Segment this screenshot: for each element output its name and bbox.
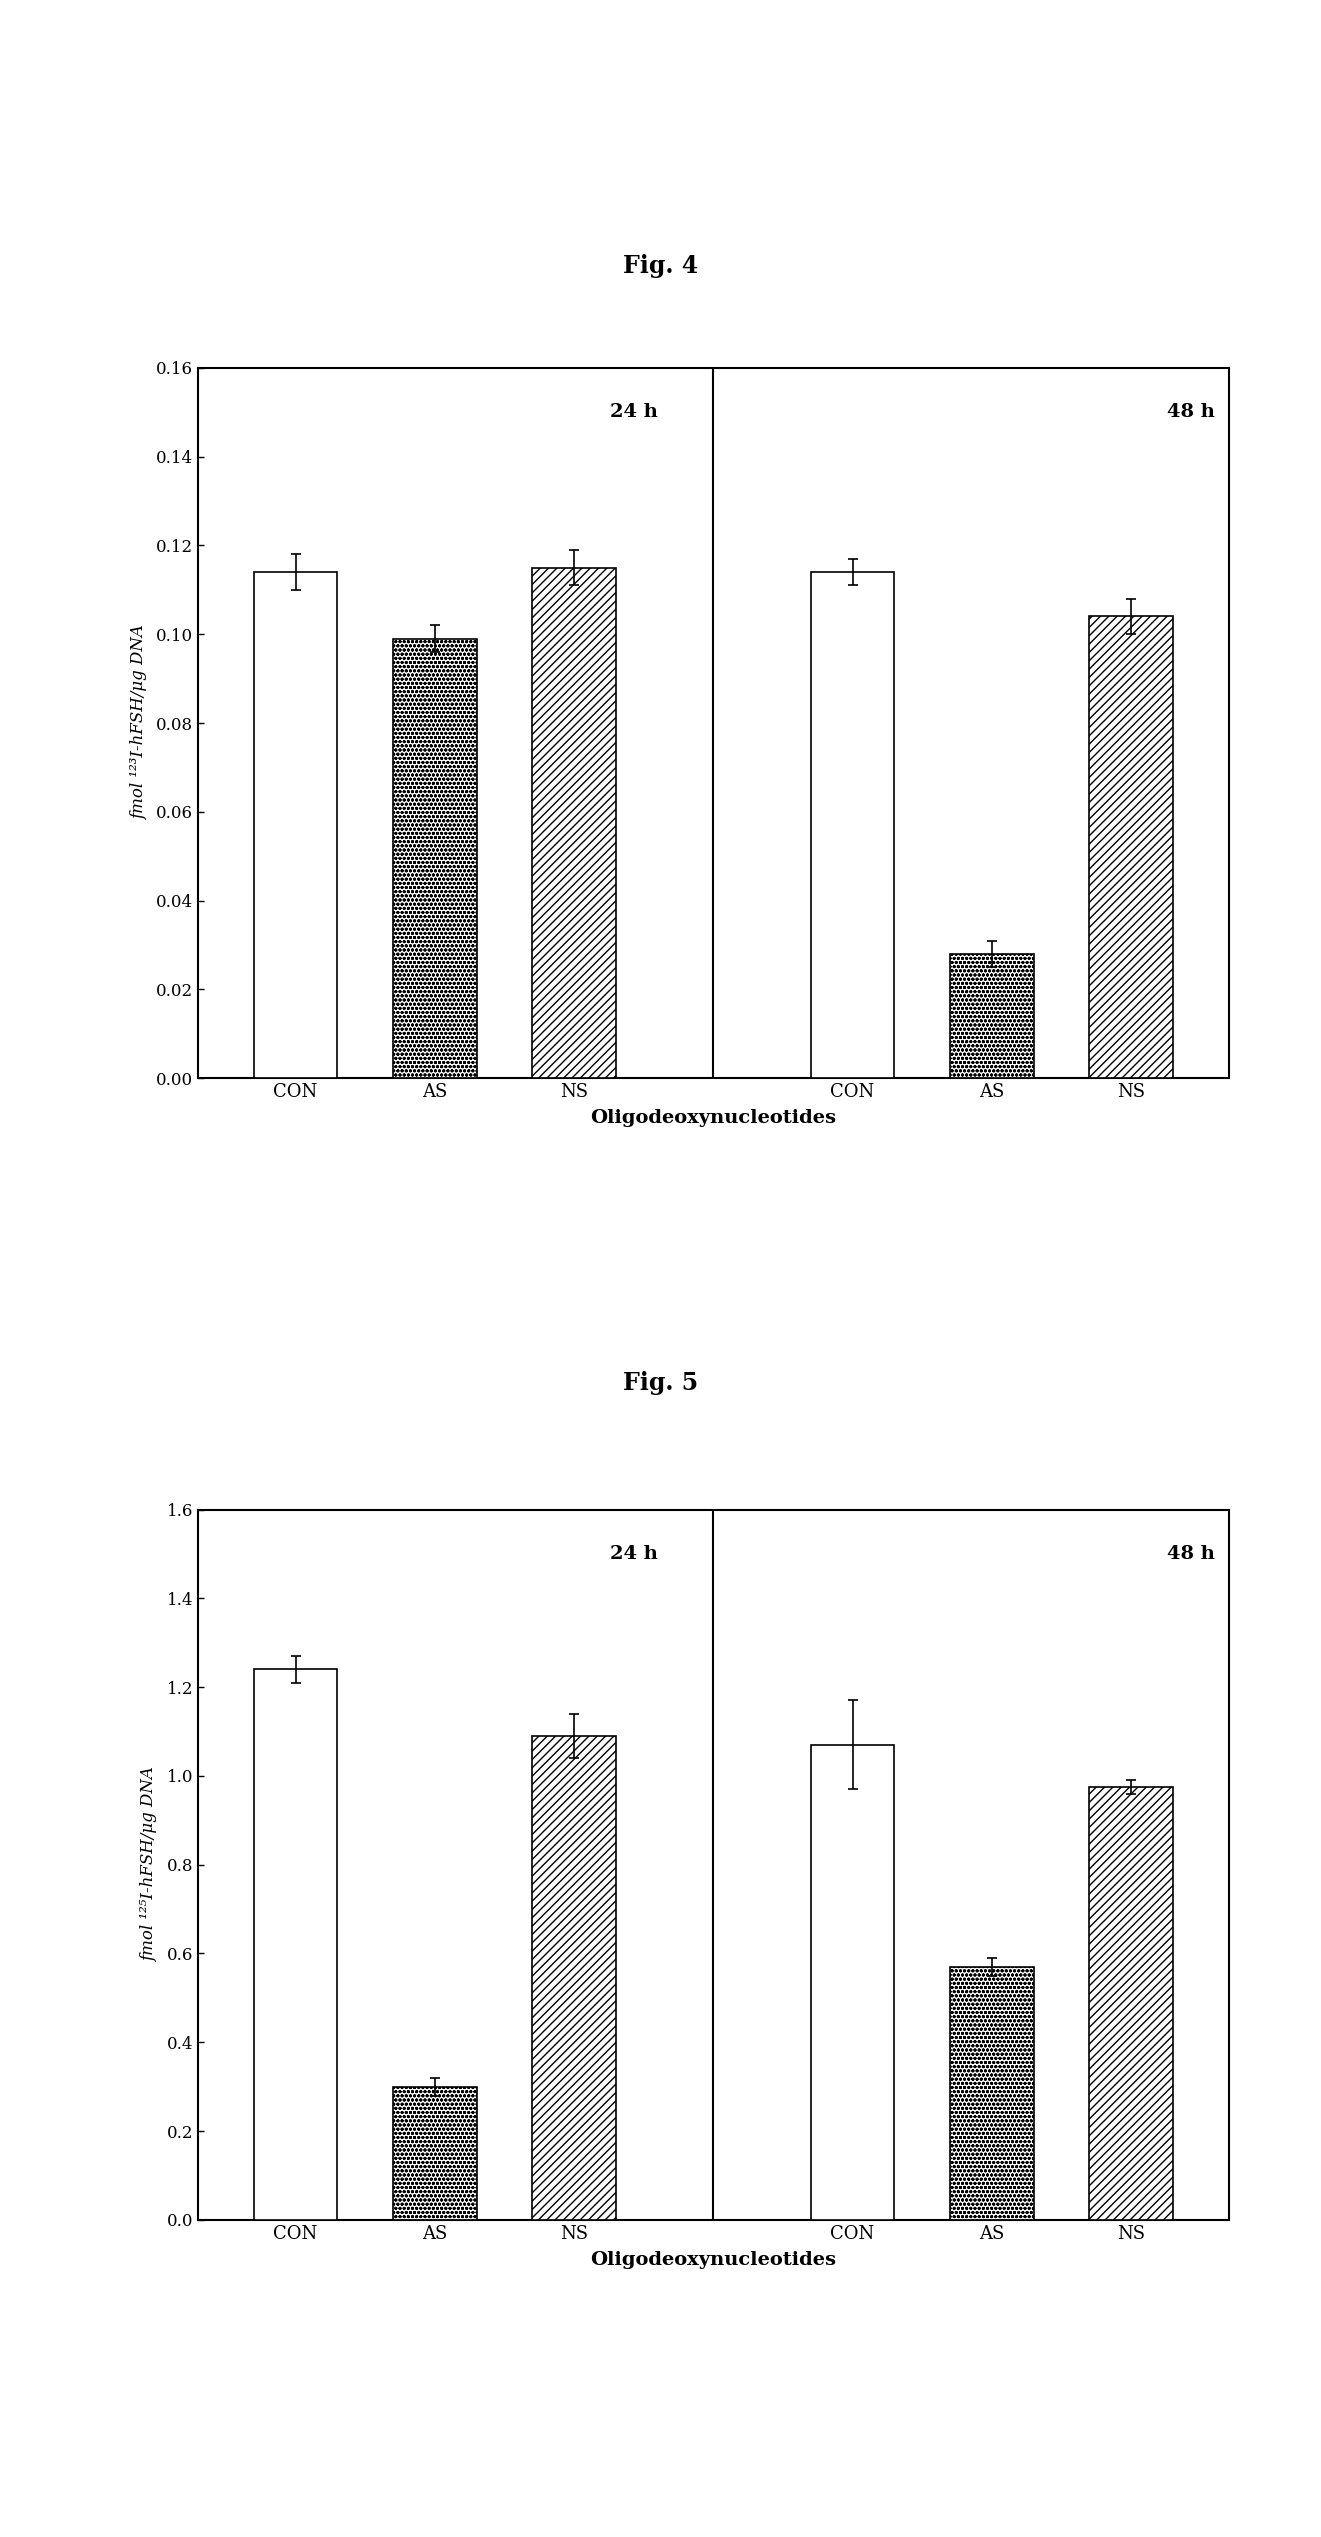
X-axis label: Oligodeoxynucleotides: Oligodeoxynucleotides [590, 2250, 836, 2268]
Text: 48 h: 48 h [1166, 1545, 1214, 1563]
Bar [811, 1745, 894, 2220]
Bar [950, 1966, 1033, 2220]
Bar [1090, 616, 1173, 1078]
Bar [254, 1669, 337, 2220]
Text: Fig. 4: Fig. 4 [624, 254, 697, 279]
Y-axis label: fmol ¹²⁵I-hFSH/μg DNA: fmol ¹²⁵I-hFSH/μg DNA [141, 1768, 159, 1961]
Bar [811, 573, 894, 1078]
Text: Fig. 5: Fig. 5 [624, 1370, 697, 1395]
Bar [532, 1735, 616, 2220]
Text: 24 h: 24 h [610, 1545, 658, 1563]
Bar [394, 639, 477, 1078]
Bar [254, 573, 337, 1078]
Bar [1090, 1786, 1173, 2220]
Y-axis label: fmol ¹²³I-hFSH/μg DNA: fmol ¹²³I-hFSH/μg DNA [131, 627, 148, 819]
Bar [394, 2085, 477, 2220]
Text: 48 h: 48 h [1166, 403, 1214, 421]
Text: 24 h: 24 h [610, 403, 658, 421]
X-axis label: Oligodeoxynucleotides: Oligodeoxynucleotides [590, 1109, 836, 1126]
Bar [950, 954, 1033, 1078]
Bar [532, 568, 616, 1078]
